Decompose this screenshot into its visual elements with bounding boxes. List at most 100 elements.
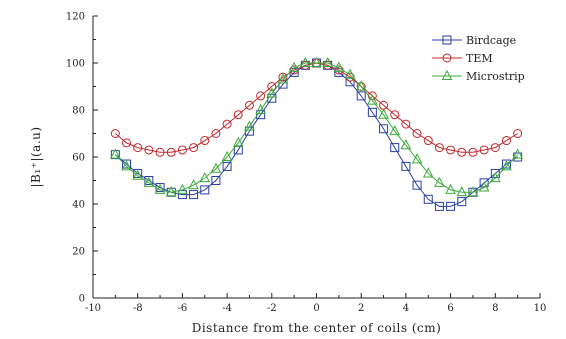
data-point	[311, 56, 322, 67]
data-point	[456, 186, 468, 197]
data-point	[423, 136, 433, 146]
data-point	[512, 148, 523, 159]
x-axis-label: Distance from the center of coils (cm)	[192, 321, 442, 335]
legend-entry: Microstrip	[432, 69, 525, 83]
y-tick-label: 60	[72, 153, 85, 164]
y-tick-label: 80	[72, 106, 85, 117]
data-point	[411, 153, 423, 164]
data-point	[356, 91, 366, 101]
data-point	[222, 119, 232, 129]
data-point	[355, 80, 367, 91]
data-point	[479, 145, 489, 155]
y-tick-label: 120	[66, 12, 85, 23]
data-point	[244, 120, 255, 131]
data-point	[177, 145, 187, 155]
data-point	[468, 147, 478, 157]
data-point	[401, 161, 411, 171]
data-point	[122, 159, 132, 169]
data-point	[277, 73, 289, 84]
x-tick-label: 4	[403, 303, 409, 314]
data-point	[489, 172, 501, 183]
series-line	[114, 62, 519, 193]
x-tick-label: 6	[447, 303, 453, 314]
data-point	[177, 190, 187, 200]
data-point	[367, 107, 377, 117]
data-point	[255, 103, 266, 114]
x-tick-label: -8	[133, 303, 143, 314]
legend-label: Microstrip	[466, 70, 525, 83]
data-point	[110, 148, 121, 159]
data-point	[390, 143, 400, 153]
data-point	[211, 176, 221, 185]
x-tick-label: -4	[222, 303, 232, 314]
data-point	[121, 160, 132, 171]
data-point	[177, 183, 188, 194]
legend-label: TEM	[466, 52, 493, 65]
series-birdcage	[110, 58, 523, 211]
series-tem	[110, 58, 523, 157]
data-point	[445, 183, 456, 194]
x-tick-label: 2	[358, 303, 364, 314]
data-point	[478, 181, 490, 192]
data-point	[322, 56, 334, 67]
data-point	[256, 91, 266, 101]
data-point	[400, 139, 412, 150]
x-tick-label: -6	[178, 303, 188, 314]
data-point	[110, 129, 120, 138]
data-point	[154, 183, 166, 194]
data-point	[434, 201, 444, 211]
data-point	[143, 176, 155, 187]
data-point	[222, 161, 232, 171]
data-point	[133, 168, 143, 178]
data-point	[513, 129, 523, 138]
data-point	[122, 138, 132, 148]
legend-entry: Birdcage	[432, 34, 516, 47]
data-point	[278, 72, 288, 82]
data-point	[267, 82, 277, 91]
x-tick-label: 8	[492, 303, 498, 314]
x-tick-label: -10	[85, 303, 101, 314]
data-point	[367, 94, 378, 105]
legend-label: Birdcage	[466, 34, 516, 47]
data-point	[166, 147, 176, 157]
data-point	[389, 125, 401, 136]
data-point	[188, 179, 199, 190]
data-point	[244, 100, 254, 110]
legend-entry: TEM	[432, 52, 493, 65]
data-point	[200, 136, 210, 146]
data-point	[344, 68, 356, 79]
legend-marker	[442, 35, 452, 45]
data-point	[457, 197, 467, 207]
legend-marker	[442, 53, 452, 63]
data-point	[446, 145, 456, 155]
data-point	[379, 124, 389, 134]
data-point	[490, 143, 500, 153]
data-point	[423, 194, 433, 204]
y-tick-label: 40	[72, 200, 85, 211]
y-axis-label: |B₁⁺|(a.u)	[29, 126, 43, 187]
data-point	[266, 87, 278, 98]
data-point	[189, 190, 199, 200]
data-point	[378, 108, 389, 119]
data-point	[189, 143, 199, 153]
data-point	[390, 110, 400, 120]
series-microstrip	[110, 56, 523, 197]
x-tick-label: 0	[313, 303, 319, 314]
data-point	[333, 61, 345, 72]
data-point	[288, 61, 300, 72]
data-point	[501, 160, 512, 171]
data-point	[412, 129, 422, 138]
data-point	[200, 185, 210, 195]
data-point	[132, 169, 144, 180]
data-point	[446, 201, 456, 211]
legend-marker	[441, 69, 453, 80]
y-tick-label: 0	[79, 294, 85, 305]
data-point	[165, 186, 177, 197]
y-tick-label: 20	[72, 247, 85, 258]
data-point	[232, 136, 244, 147]
x-tick-label: 10	[534, 303, 547, 314]
data-point	[210, 162, 222, 173]
data-point	[434, 176, 445, 187]
